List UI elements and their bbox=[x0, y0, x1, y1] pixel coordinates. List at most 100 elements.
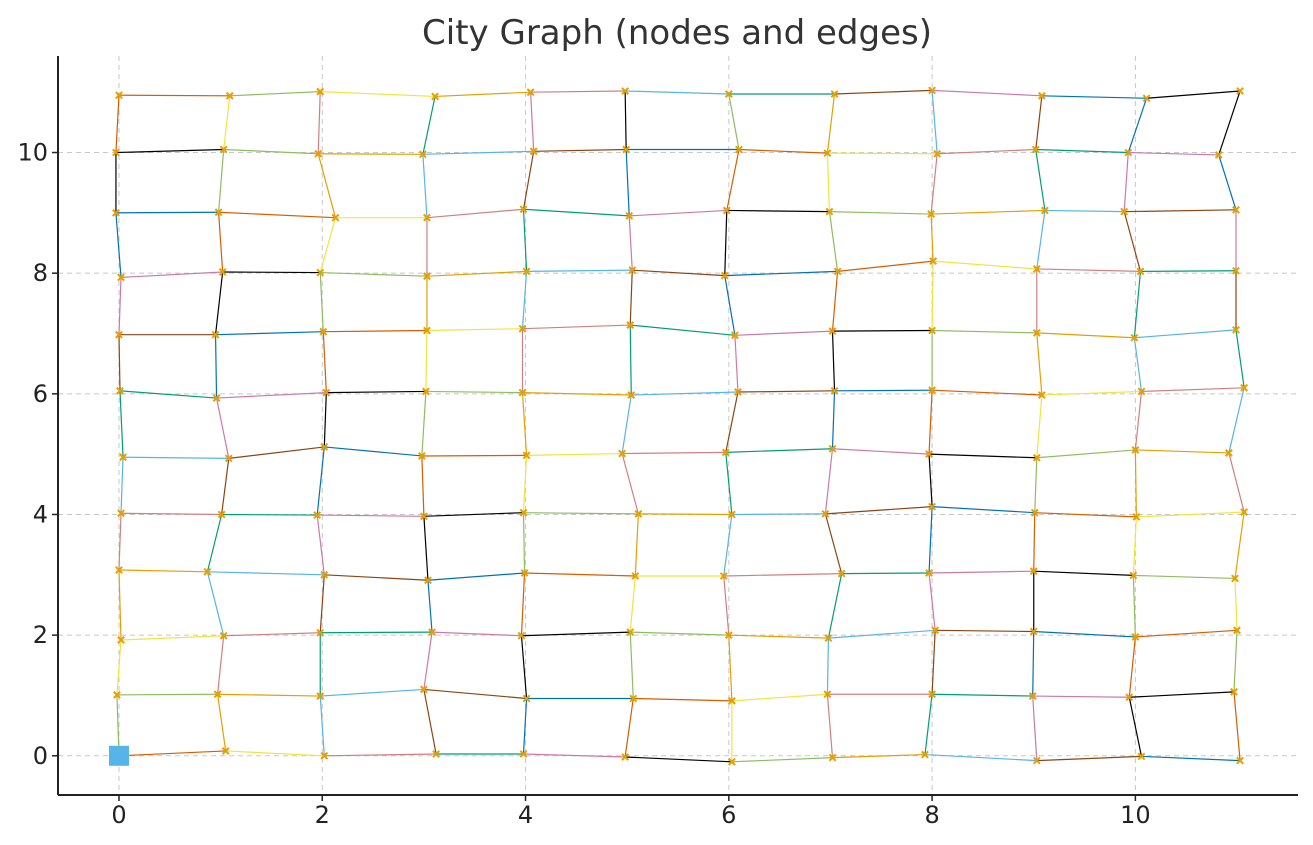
edge bbox=[724, 210, 728, 276]
edge bbox=[734, 330, 833, 336]
node-marker bbox=[828, 444, 837, 453]
node-marker bbox=[316, 87, 325, 96]
edge bbox=[1132, 516, 1137, 576]
node-marker-stroke bbox=[423, 326, 431, 335]
node-marker-stroke bbox=[929, 257, 938, 266]
node-marker-stroke bbox=[320, 570, 329, 579]
node-marker-stroke bbox=[431, 92, 439, 101]
node-marker-stroke bbox=[526, 88, 535, 97]
node-marker-stroke bbox=[828, 753, 837, 762]
x-tick-label: 6 bbox=[721, 801, 736, 829]
edge bbox=[1036, 449, 1136, 459]
edge bbox=[423, 689, 437, 755]
axes: 0 2 4 6 8 10 0 2 4 6 8 10 bbox=[17, 56, 1298, 829]
node-marker bbox=[218, 268, 227, 276]
node-marker-stroke bbox=[331, 213, 340, 222]
edge bbox=[624, 90, 627, 150]
edge bbox=[323, 329, 427, 333]
y-tick-label: 6 bbox=[33, 380, 48, 408]
edge bbox=[530, 92, 535, 152]
edge bbox=[1036, 210, 1046, 270]
edge bbox=[522, 151, 535, 210]
node-marker-stroke bbox=[316, 268, 325, 277]
node-marker-stroke bbox=[518, 324, 527, 333]
edge bbox=[206, 571, 225, 636]
edge bbox=[1134, 329, 1237, 339]
node-marker-stroke bbox=[1032, 453, 1041, 462]
edge bbox=[422, 150, 534, 155]
node-marker bbox=[117, 636, 125, 644]
edge bbox=[217, 149, 225, 213]
node-marker bbox=[217, 510, 226, 519]
edge bbox=[319, 574, 325, 633]
edge bbox=[207, 571, 325, 576]
node-marker-stroke bbox=[518, 388, 527, 397]
node-marker-stroke bbox=[316, 87, 325, 96]
edge bbox=[825, 506, 933, 515]
edge bbox=[215, 397, 230, 459]
edge bbox=[221, 458, 230, 515]
edge bbox=[118, 513, 122, 571]
node-marker bbox=[331, 213, 340, 222]
node-marker-stroke bbox=[1129, 571, 1138, 580]
edge bbox=[1041, 390, 1142, 396]
edge bbox=[120, 457, 124, 514]
edge bbox=[522, 455, 528, 513]
node-marker bbox=[833, 267, 842, 276]
edge bbox=[324, 574, 428, 581]
node-marker bbox=[1131, 633, 1140, 641]
node-marker-stroke bbox=[423, 272, 431, 281]
edge bbox=[118, 334, 121, 391]
node-marker-stroke bbox=[931, 626, 940, 635]
node-marker bbox=[925, 450, 933, 459]
edge bbox=[1035, 95, 1043, 150]
node-marker bbox=[522, 451, 531, 460]
grid-lines bbox=[58, 56, 1298, 795]
edge bbox=[832, 329, 933, 332]
node-marker-stroke bbox=[219, 145, 228, 154]
node-marker bbox=[731, 331, 739, 340]
edge bbox=[423, 632, 433, 690]
node-marker bbox=[314, 149, 323, 158]
edge bbox=[1124, 209, 1237, 213]
node-marker bbox=[520, 569, 529, 577]
node-marker bbox=[921, 750, 929, 759]
edge bbox=[928, 390, 933, 455]
edge bbox=[526, 269, 633, 272]
edge bbox=[115, 95, 120, 153]
node-marker bbox=[432, 750, 441, 758]
edge bbox=[1141, 755, 1241, 762]
edge bbox=[118, 569, 208, 573]
x-tick-label: 8 bbox=[924, 801, 939, 829]
node-marker-stroke bbox=[735, 145, 743, 154]
node-marker-stroke bbox=[1130, 333, 1139, 342]
node-marker-stroke bbox=[928, 326, 937, 335]
nodes bbox=[112, 86, 1249, 766]
node-marker bbox=[621, 87, 630, 95]
edge bbox=[621, 453, 639, 515]
edge bbox=[425, 330, 428, 392]
edge bbox=[625, 756, 732, 763]
edge bbox=[724, 275, 736, 336]
node-marker bbox=[518, 388, 527, 397]
node-marker-stroke bbox=[830, 90, 839, 98]
edge bbox=[521, 631, 631, 637]
node-marker bbox=[927, 210, 935, 218]
node-marker bbox=[721, 448, 730, 457]
node-marker-stroke bbox=[727, 510, 736, 519]
edge bbox=[421, 454, 527, 457]
start-node-layer bbox=[108, 745, 129, 766]
node-marker-stroke bbox=[519, 750, 528, 758]
edge bbox=[324, 446, 422, 457]
edge bbox=[425, 390, 523, 394]
node-marker bbox=[519, 205, 528, 214]
edge bbox=[630, 631, 729, 636]
node-marker-stroke bbox=[417, 452, 426, 460]
node-marker bbox=[112, 208, 120, 217]
node-marker bbox=[224, 454, 233, 463]
edge bbox=[523, 208, 630, 217]
node-marker-stroke bbox=[428, 628, 436, 637]
edge bbox=[1233, 630, 1238, 692]
edge bbox=[1228, 452, 1245, 513]
node-marker-stroke bbox=[225, 91, 234, 100]
